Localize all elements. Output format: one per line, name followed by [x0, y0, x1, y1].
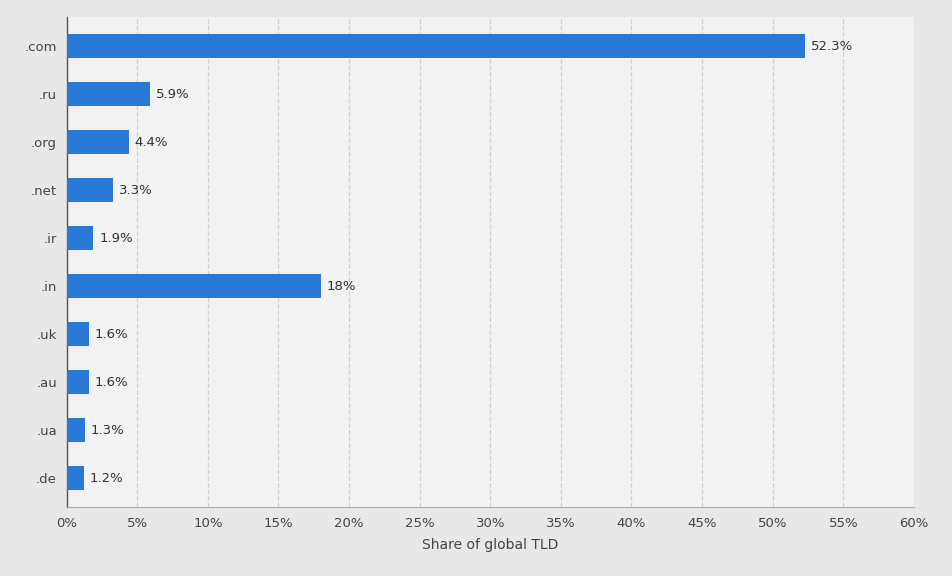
Bar	[67, 82, 150, 106]
Text: 1.6%: 1.6%	[95, 376, 129, 389]
Bar	[67, 370, 89, 394]
Bar	[67, 226, 93, 250]
Text: 52.3%: 52.3%	[811, 40, 853, 52]
Bar	[67, 274, 321, 298]
Text: 1.2%: 1.2%	[89, 472, 123, 484]
Text: 4.4%: 4.4%	[134, 135, 168, 149]
Text: 5.9%: 5.9%	[155, 88, 189, 101]
Bar	[67, 178, 113, 202]
Text: 3.3%: 3.3%	[119, 184, 152, 196]
Text: 1.9%: 1.9%	[99, 232, 132, 245]
Text: 18%: 18%	[327, 279, 356, 293]
Text: 1.3%: 1.3%	[90, 423, 125, 437]
Bar	[67, 322, 89, 346]
X-axis label: Share of global TLD: Share of global TLD	[422, 538, 559, 552]
Bar	[67, 34, 805, 58]
Bar	[67, 418, 85, 442]
Bar	[67, 130, 129, 154]
Bar	[67, 466, 84, 490]
Text: 1.6%: 1.6%	[95, 328, 129, 340]
